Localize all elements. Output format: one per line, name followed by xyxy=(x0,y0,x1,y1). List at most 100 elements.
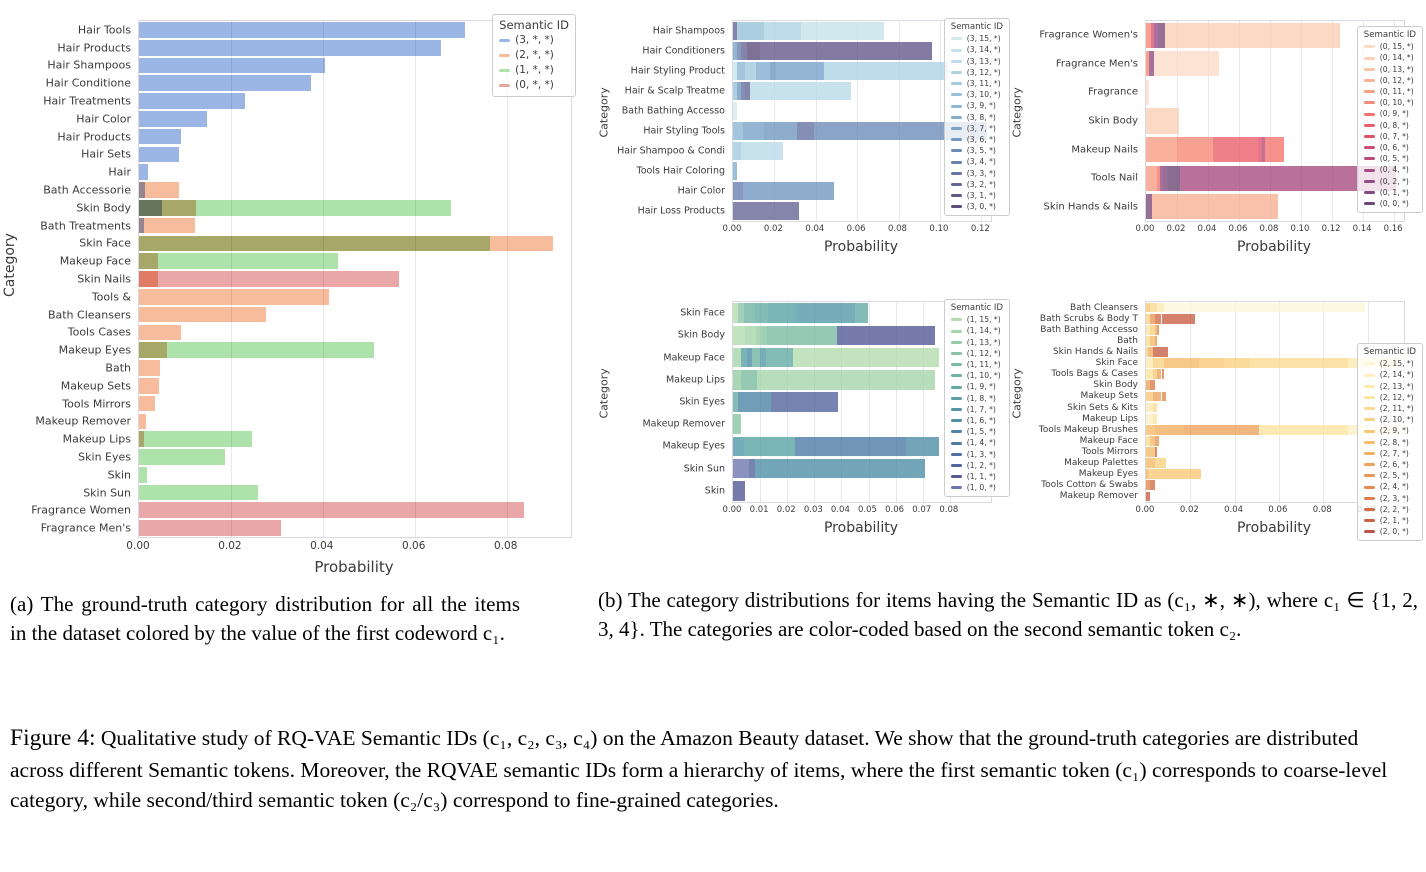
bar xyxy=(1146,391,1404,402)
x-tick-label: 0.07 xyxy=(912,505,932,515)
bar-segment xyxy=(1146,22,1151,48)
legend-swatch xyxy=(1363,440,1375,444)
bar-segment xyxy=(751,347,761,368)
legend-item: (1, *, *) xyxy=(499,63,569,78)
legend-swatch xyxy=(1363,190,1375,194)
bar-segment xyxy=(1177,136,1213,163)
bar xyxy=(139,377,571,394)
legend-label: (0, 15, *) xyxy=(1379,42,1414,52)
bar xyxy=(139,22,571,38)
bar-segment xyxy=(1146,165,1157,191)
legend-item: (1, 7, *) xyxy=(950,404,1003,415)
bar xyxy=(1146,447,1404,457)
category-row: Hair Sets xyxy=(81,146,571,164)
legend-label: (2, 13, *) xyxy=(1379,381,1414,391)
bar-segment xyxy=(1146,347,1149,357)
category-row: Skin Hands & Nails xyxy=(1053,346,1404,357)
category-label: Makeup Nails xyxy=(1071,144,1138,156)
bar-segment xyxy=(737,22,765,40)
legend-label: (1, 12, *) xyxy=(966,348,1001,358)
bar-segment xyxy=(1152,358,1164,368)
bar-segment xyxy=(1157,369,1162,380)
bar-segment xyxy=(1152,347,1169,357)
legend-label: (2, 0, *) xyxy=(1379,527,1409,537)
category-row: Makeup Eyes xyxy=(59,341,571,359)
legend-swatch xyxy=(1363,146,1375,150)
legend: Semantic ID (3, *, *) (2, *, *) (1, *, *) (0… xyxy=(492,14,576,97)
category-label: Bath xyxy=(1117,335,1138,346)
legend-swatch xyxy=(950,374,962,378)
bar-segment xyxy=(139,466,147,483)
bar xyxy=(139,306,571,323)
bar xyxy=(733,82,991,100)
bar-segment xyxy=(1146,469,1149,480)
bar-segment xyxy=(733,347,742,368)
x-tick-label: 0.06 xyxy=(846,224,866,234)
chart-semantic-id-0: Category Fragrance Women's Fragrance Men's… xyxy=(1011,12,1425,288)
bar-segment xyxy=(1157,302,1164,313)
bar-segment xyxy=(757,369,935,390)
category-row: Hair Shampoos xyxy=(47,57,571,75)
legend-item: (0, 10, *) xyxy=(1363,97,1416,108)
bar-segment xyxy=(1262,136,1266,163)
legend-label: (3, 14, *) xyxy=(966,45,1001,55)
legend-label: (3, 4, *) xyxy=(966,157,996,167)
legend-swatch xyxy=(1363,56,1375,60)
x-tick-label: 0.10 xyxy=(929,224,949,234)
category-row: Tools Bags & Cases xyxy=(1051,369,1404,380)
category-label: Skin Body xyxy=(677,329,725,341)
bar-segment xyxy=(1146,194,1153,220)
legend-item: (3, 12, *) xyxy=(950,67,1003,78)
category-label: Tools & xyxy=(91,290,131,304)
legend-item: (1, 8, *) xyxy=(950,393,1003,404)
category-row: Makeup Lips xyxy=(1082,413,1404,424)
legend-label: (2, 10, *) xyxy=(1379,415,1414,425)
subcaption-a: (a) The ground-truth category distributi… xyxy=(10,592,520,645)
gridline xyxy=(414,21,416,537)
legend-label: (2, 3, *) xyxy=(1379,493,1409,503)
gridline xyxy=(1332,21,1334,221)
category-row: Makeup Lips xyxy=(666,369,991,391)
bar-segment xyxy=(139,520,281,536)
bar-segment xyxy=(1149,51,1154,77)
category-label: Skin Body xyxy=(1093,380,1138,391)
bar-segment xyxy=(801,22,885,40)
category-label: Skin Face xyxy=(1095,358,1138,369)
bar-segment xyxy=(743,436,796,457)
bar-segment xyxy=(1146,435,1151,446)
gridline xyxy=(895,302,897,502)
bar xyxy=(1146,480,1404,491)
bar-segment xyxy=(139,93,246,109)
x-tick-label: 0.00 xyxy=(1135,505,1155,515)
bar-segment xyxy=(1146,335,1151,346)
legend-label: (3, 2, *) xyxy=(966,179,996,189)
legend-item: (0, 8, *) xyxy=(1363,120,1416,131)
legend-item: (2, 12, *) xyxy=(1363,392,1416,403)
bar-segment xyxy=(1146,79,1150,105)
legend-swatch xyxy=(950,115,962,119)
legend-swatch xyxy=(950,48,962,52)
category-row: Fragrance Men's xyxy=(41,519,571,537)
category-label: Skin xyxy=(704,485,725,497)
category-label: Skin Face xyxy=(680,307,725,319)
bar-segment xyxy=(1146,491,1151,502)
category-label: Hair & Scalp Treatme xyxy=(624,85,725,97)
legend-label: (3, 15, *) xyxy=(966,34,1001,44)
x-tick-label: 0.00 xyxy=(722,224,742,234)
category-label: Hair Products xyxy=(57,41,131,55)
bar xyxy=(139,57,571,74)
legend-item: (2, 5, *) xyxy=(1363,470,1416,481)
bar xyxy=(1146,302,1404,313)
bar xyxy=(733,481,991,501)
legend-item: (0, 5, *) xyxy=(1363,153,1416,164)
bar-segment xyxy=(1150,380,1155,391)
bar xyxy=(139,75,571,92)
category-row: Tools Mirrors xyxy=(62,395,571,413)
bar-segment xyxy=(733,182,744,200)
legend-item: (1, 3, *) xyxy=(950,449,1003,460)
legend: Semantic ID (3, 15, *) (3, 14, *) (3, 13, *… xyxy=(943,18,1010,217)
gridline xyxy=(1234,302,1236,502)
category-label: Skin Face xyxy=(79,236,131,250)
bar xyxy=(733,303,991,323)
legend-swatch xyxy=(950,419,962,423)
